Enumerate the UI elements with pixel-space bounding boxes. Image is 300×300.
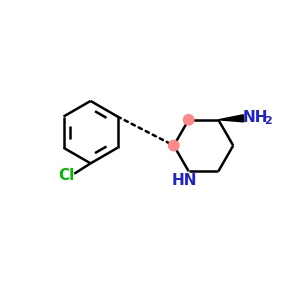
Text: NH: NH [242,110,268,125]
Polygon shape [218,115,244,122]
Circle shape [169,140,179,151]
Text: HN: HN [171,173,197,188]
Circle shape [183,115,194,125]
Text: 2: 2 [264,116,272,126]
Text: Cl: Cl [59,168,75,183]
